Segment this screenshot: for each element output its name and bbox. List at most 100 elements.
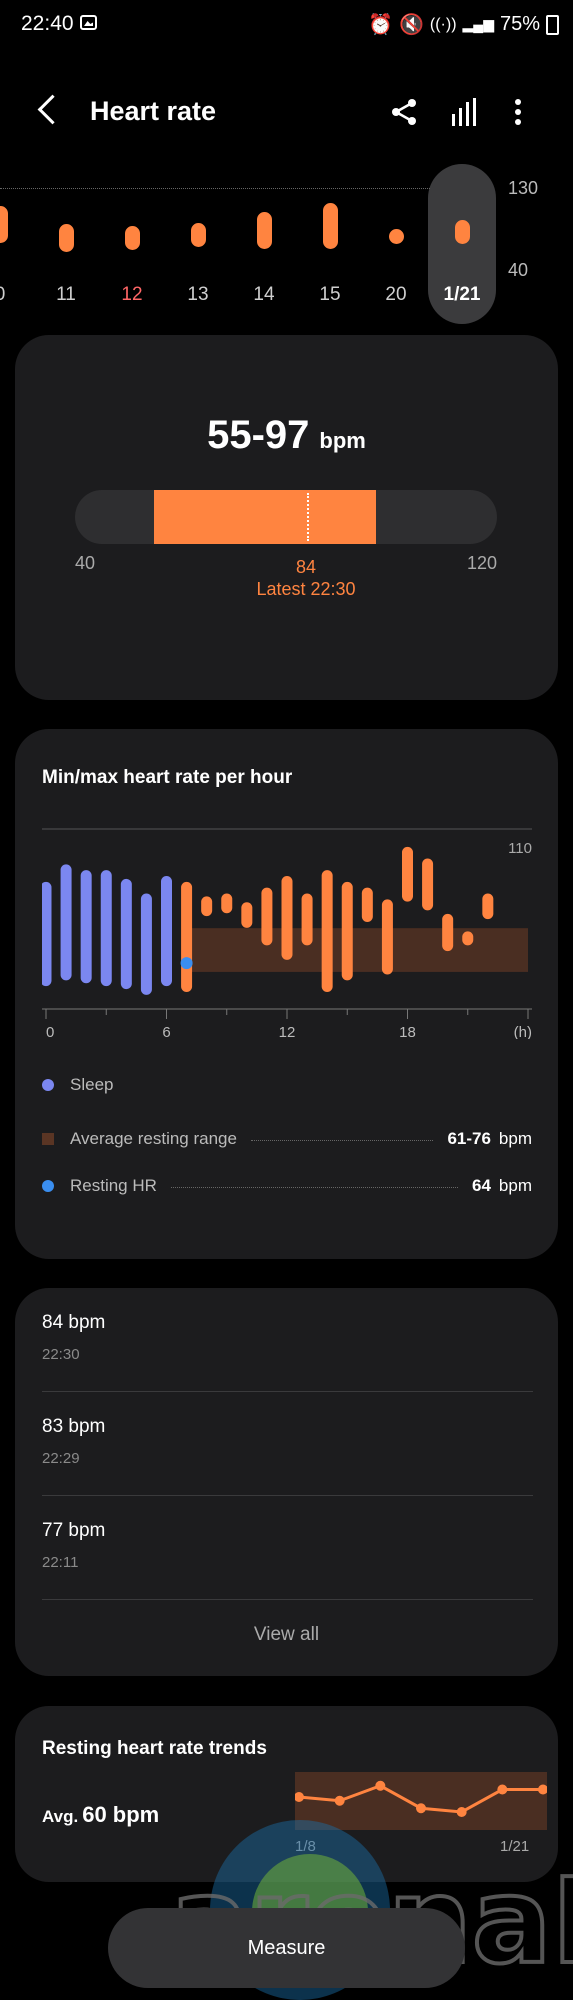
trend-point (295, 1792, 304, 1802)
trend-point (538, 1784, 547, 1795)
day-bar[interactable] (389, 229, 404, 244)
hourly-card: Min/max heart rate per hour 110 0 6 12 18 (h)… (15, 729, 558, 1259)
trend-avg-value: 60 bpm (82, 1802, 160, 1827)
range-card: 55-97 bpm 40 120 84 Latest 22:30 (15, 335, 558, 700)
more-icon[interactable] (508, 98, 528, 126)
reading-value: 84 bpm (42, 1312, 106, 1333)
day-label[interactable]: 11 (56, 284, 76, 305)
legend-resting-hr-label: Resting HR (70, 1176, 157, 1195)
trend-point (497, 1784, 508, 1795)
reading-time: 22:11 (42, 1554, 79, 1571)
day-label[interactable]: 13 (187, 284, 209, 305)
range-value: 55-97 (207, 413, 310, 457)
reading-value: 83 bpm (42, 1416, 106, 1437)
strip-scale-top: 130 (508, 178, 539, 198)
x-tick-label: 12 (279, 1024, 296, 1039)
gallery-icon (80, 15, 97, 30)
x-tick-label: 18 (399, 1024, 416, 1039)
resting-hr-value: 64 (472, 1176, 491, 1195)
chart-icon[interactable] (450, 98, 478, 126)
latest-marker (307, 493, 310, 541)
hourly-chart[interactable]: 110 0 6 12 18 (h) (42, 819, 532, 1039)
strip-gridline (0, 188, 430, 189)
latest-label: Latest 22:30 (256, 579, 356, 599)
strip-scale-bottom: 40 (508, 260, 529, 280)
trend-average: Avg. 60 bpm (42, 1802, 159, 1828)
trend-start: 1/8 (295, 1838, 316, 1855)
day-bar[interactable] (323, 202, 338, 250)
resting-range-band (186, 928, 529, 972)
day-label[interactable]: 12 (121, 284, 143, 305)
battery-percent: 75% (499, 13, 540, 35)
status-icons: ⏰ 🔇 ((·)) ▂▄▆ 75% (368, 12, 559, 37)
avg-resting-swatch (42, 1133, 54, 1145)
alarm-icon: ⏰ (368, 14, 393, 36)
day-label[interactable]: 0 (0, 284, 20, 306)
trend-avg-label: Avg. (42, 1807, 79, 1826)
signal-icon: ▂▄▆ (462, 16, 494, 32)
x-tick-label: 6 (162, 1024, 170, 1039)
legend-sleep: Sleep (42, 1075, 532, 1095)
divider (42, 1599, 533, 1600)
sleep-dot (42, 1079, 54, 1091)
day-bar[interactable] (125, 226, 140, 250)
hourly-title: Min/max heart rate per hour (42, 767, 293, 788)
trend-title: Resting heart rate trends (42, 1738, 267, 1759)
reading-item[interactable]: 84 bpm 22:30 (42, 1288, 533, 1392)
avg-resting-value: 61-76 (447, 1129, 491, 1148)
back-icon[interactable] (37, 94, 68, 125)
trend-point (416, 1803, 426, 1814)
legend-avg-resting-label: Average resting range (70, 1129, 237, 1148)
page-title: Heart rate (90, 96, 217, 126)
day-bar[interactable] (455, 219, 470, 245)
trend-end: 1/21 (500, 1838, 530, 1855)
trend-point (456, 1807, 467, 1817)
range-fill (154, 490, 376, 544)
reading-time: 22:29 (42, 1450, 80, 1467)
day-bar[interactable] (0, 206, 8, 243)
view-all-button[interactable]: View all (253, 1624, 320, 1645)
trend-chart (295, 1772, 547, 1830)
day-label[interactable]: 14 (253, 284, 275, 305)
legend-sleep-label: Sleep (70, 1075, 114, 1094)
mute-icon: 🔇 (398, 14, 424, 36)
day-label[interactable]: 20 (385, 284, 407, 305)
divider (42, 1495, 533, 1496)
trend-point (334, 1795, 345, 1806)
reading-item[interactable]: 77 bpm 22:11 (42, 1496, 533, 1600)
trend-card[interactable]: Resting heart rate trends Avg. 60 bpm 1/8… (15, 1706, 558, 1882)
legend-avg-resting: Average resting range 61-76 bpm (42, 1129, 532, 1149)
day-bar[interactable] (59, 224, 74, 252)
readings-card: 84 bpm 22:30 83 bpm 22:29 77 bpm 22:11 V… (15, 1288, 558, 1676)
range-min: 40 (75, 553, 96, 573)
divider (42, 1391, 533, 1392)
resting-hr-point (180, 957, 193, 970)
day-bar[interactable] (257, 211, 272, 250)
battery-icon (546, 14, 559, 35)
range-unit: bpm (319, 428, 366, 453)
legend-leader (250, 1139, 434, 1141)
wifi-icon: ((·)) (429, 15, 457, 33)
resting-hr-dot (42, 1180, 54, 1192)
day-label[interactable]: 1/21 (443, 284, 481, 305)
avg-resting-unit: bpm (498, 1129, 532, 1148)
x-tick-label: 0 (46, 1024, 54, 1039)
legend-leader (170, 1186, 458, 1188)
share-icon[interactable] (388, 96, 420, 128)
reading-time: 22:30 (42, 1346, 80, 1363)
legend-resting-hr: Resting HR 64 bpm (42, 1176, 532, 1196)
range-value-row: 55-97 bpm (15, 413, 558, 458)
measure-button[interactable]: Measure (108, 1908, 465, 1988)
day-label[interactable]: 15 (319, 284, 341, 305)
latest-value: 84 (295, 557, 317, 577)
status-time: 22:40 (21, 12, 74, 35)
day-bar[interactable] (191, 222, 206, 248)
trend-point (375, 1780, 386, 1791)
daily-strip-chart[interactable]: 130 40 0 11 12 13 14 15 20 1/21 (0, 160, 573, 324)
y-max-label: 110 (508, 840, 532, 857)
x-unit-label: (h) (514, 1024, 532, 1039)
range-max: 120 (467, 553, 498, 573)
reading-item[interactable]: 83 bpm 22:29 (42, 1392, 533, 1496)
resting-hr-unit: bpm (498, 1176, 532, 1195)
reading-value: 77 bpm (42, 1520, 106, 1541)
